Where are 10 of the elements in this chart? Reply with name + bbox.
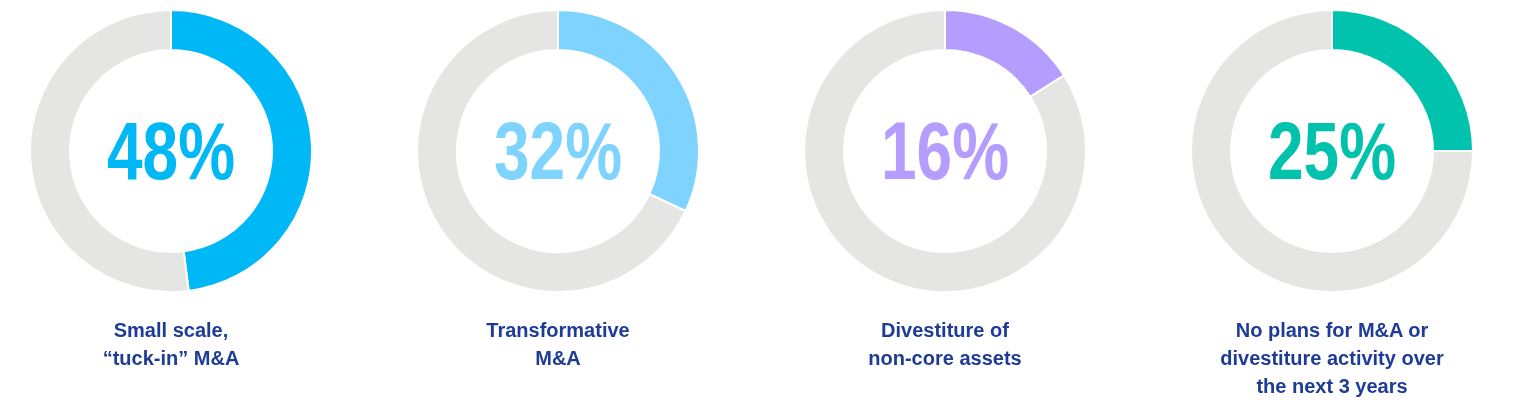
text: No plans for M&A or divestiture activity over the next 3 years — [1220, 319, 1444, 397]
text: Small scale, “tuck-in” M&A — [102, 319, 240, 369]
donut-slice — [1190, 9, 1474, 293]
data-label: 16% — [881, 104, 1009, 197]
data-label: 32% — [494, 104, 622, 197]
text: Transformative M&A — [486, 319, 630, 369]
data-label: 48% — [107, 104, 235, 197]
data-label: 25% — [1268, 104, 1396, 197]
donut-slice — [803, 9, 1087, 293]
text: Divestiture of non-core assets — [868, 319, 1022, 369]
